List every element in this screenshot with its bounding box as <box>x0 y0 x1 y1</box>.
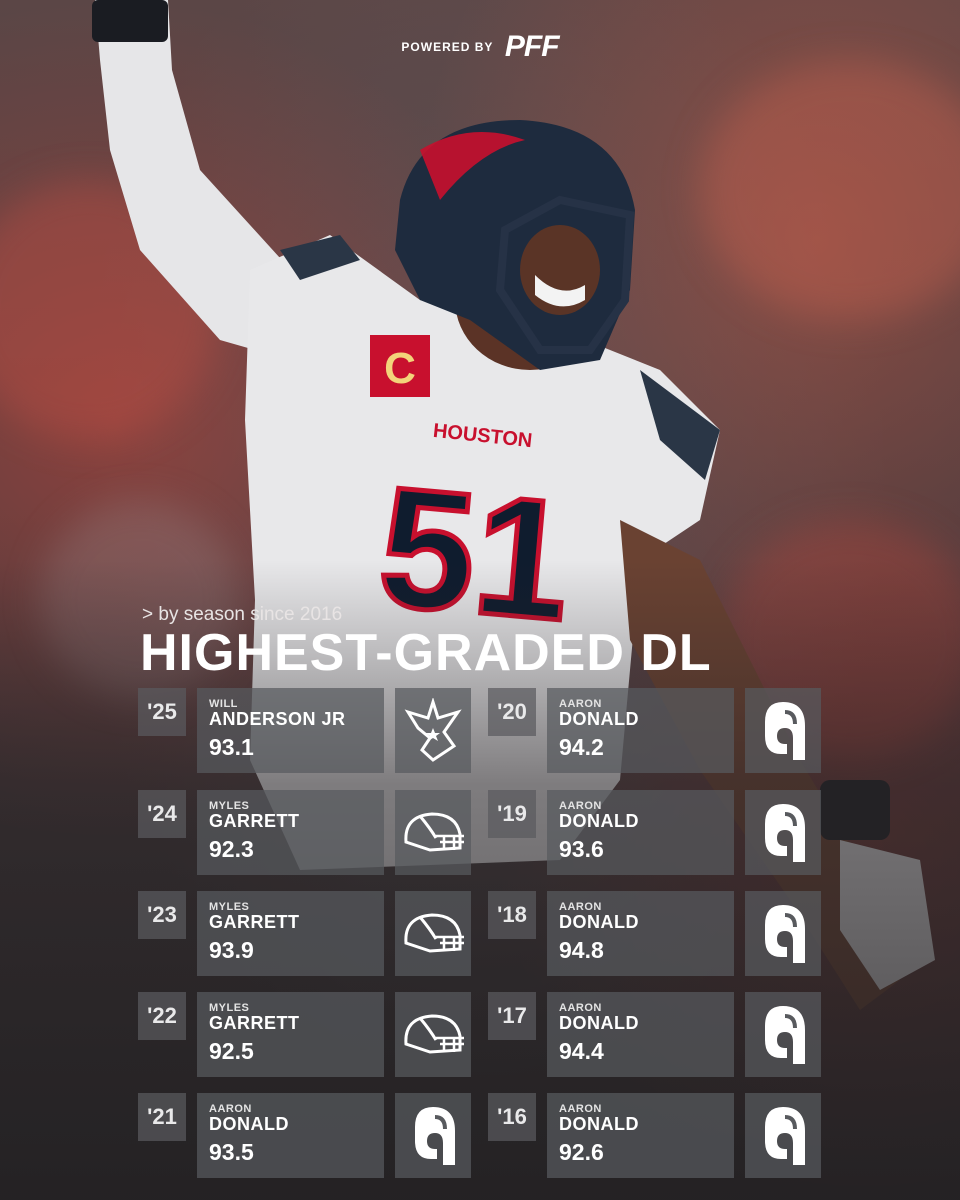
captain-patch-letter: C <box>384 344 416 393</box>
rams-logo-icon <box>745 790 821 875</box>
player-last-name: DONALD <box>559 811 639 831</box>
player-last-name: GARRETT <box>209 912 300 932</box>
player-card: AARON DONALD 93.6 <box>547 790 734 875</box>
rams-logo-icon <box>745 688 821 773</box>
player-grade: 93.5 <box>209 1139 254 1165</box>
player-last-name: DONALD <box>559 709 639 729</box>
player-card: AARON DONALD 93.5 <box>197 1093 384 1178</box>
player-last-name: DONALD <box>209 1114 289 1134</box>
player-card: AARON DONALD 94.8 <box>547 891 734 976</box>
season-year: '22 <box>138 992 186 1040</box>
player-card: MYLES GARRETT 93.9 <box>197 891 384 976</box>
player-grade: 92.3 <box>209 836 254 862</box>
season-year: '19 <box>488 790 536 838</box>
player-grade: 92.6 <box>559 1139 604 1165</box>
rams-logo-icon <box>395 1093 471 1178</box>
rams-logo-icon <box>745 992 821 1077</box>
player-first-name: MYLES <box>209 901 250 913</box>
player-last-name: DONALD <box>559 912 639 932</box>
player-card: WILL ANDERSON JR 93.1 <box>197 688 384 773</box>
player-last-name: GARRETT <box>209 1013 300 1033</box>
season-year: '18 <box>488 891 536 939</box>
player-last-name: GARRETT <box>209 811 300 831</box>
player-card: MYLES GARRETT 92.5 <box>197 992 384 1077</box>
player-first-name: MYLES <box>209 1002 250 1014</box>
powered-by-label: POWERED BY <box>401 40 494 54</box>
player-last-name: ANDERSON JR <box>209 709 346 729</box>
player-card: AARON DONALD 94.2 <box>547 688 734 773</box>
pff-logo: PFF <box>504 30 560 63</box>
season-year: '20 <box>488 688 536 736</box>
player-grade: 93.6 <box>559 836 604 862</box>
player-first-name: AARON <box>209 1103 252 1115</box>
player-first-name: AARON <box>559 1103 602 1115</box>
player-last-name: DONALD <box>559 1114 639 1134</box>
season-year: '24 <box>138 790 186 838</box>
player-card: AARON DONALD 92.6 <box>547 1093 734 1178</box>
browns-helmet-icon <box>395 992 471 1077</box>
rams-logo-icon <box>745 1093 821 1178</box>
player-first-name: AARON <box>559 901 602 913</box>
player-card: MYLES GARRETT 92.3 <box>197 790 384 875</box>
powered-by-pff: POWERED BY PFF <box>0 30 960 64</box>
player-first-name: WILL <box>209 698 238 710</box>
season-year: '17 <box>488 992 536 1040</box>
player-grade: 92.5 <box>209 1038 254 1064</box>
player-grade: 94.4 <box>559 1038 604 1064</box>
player-first-name: AARON <box>559 800 602 812</box>
season-year: '23 <box>138 891 186 939</box>
browns-helmet-icon <box>395 891 471 976</box>
player-card: AARON DONALD 94.4 <box>547 992 734 1077</box>
player-grade: 93.1 <box>209 734 254 760</box>
player-first-name: MYLES <box>209 800 250 812</box>
page-title: HIGHEST-GRADED DL <box>140 624 712 682</box>
texans-logo-icon <box>395 688 471 773</box>
browns-helmet-icon <box>395 790 471 875</box>
player-first-name: AARON <box>559 1002 602 1014</box>
player-first-name: AARON <box>559 698 602 710</box>
season-year: '16 <box>488 1093 536 1141</box>
player-grade: 93.9 <box>209 937 254 963</box>
season-year: '25 <box>138 688 186 736</box>
season-year: '21 <box>138 1093 186 1141</box>
subtitle: > by season since 2016 <box>142 604 343 625</box>
player-grade: 94.8 <box>559 937 604 963</box>
rams-logo-icon <box>745 891 821 976</box>
player-last-name: DONALD <box>559 1013 639 1033</box>
player-grade: 94.2 <box>559 734 604 760</box>
